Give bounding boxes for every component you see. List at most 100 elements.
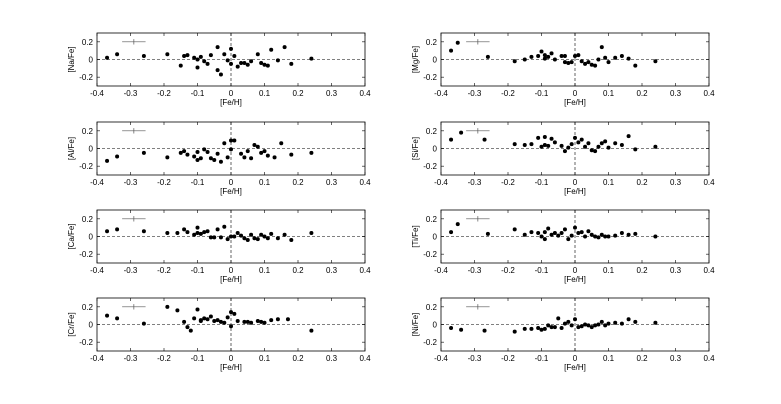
y-tick-label: 0 (433, 145, 438, 154)
data-point (593, 63, 598, 68)
data-point (242, 155, 247, 160)
data-point (606, 60, 611, 65)
data-point (549, 136, 554, 141)
data-point (212, 318, 217, 323)
data-point (542, 230, 547, 235)
data-point (546, 54, 551, 59)
data-point (579, 230, 584, 235)
data-point (269, 231, 274, 236)
x-tick-label: 0.3 (670, 178, 682, 187)
data-point (606, 145, 611, 150)
data-point (542, 142, 547, 147)
x-tick-label: 0 (229, 178, 234, 187)
data-point (569, 142, 574, 147)
data-point (589, 325, 594, 330)
data-point (512, 329, 517, 334)
data-point (449, 48, 454, 53)
y-tick-label: -0.2 (423, 73, 437, 82)
x-axis-label: [Fe/H] (220, 98, 242, 107)
y-tick-label: -0.2 (79, 250, 93, 259)
data-point (579, 324, 584, 329)
data-point (205, 317, 210, 322)
x-tick-label: -0.2 (501, 354, 515, 363)
data-point (192, 154, 197, 159)
y-axis-label: [Cr/Fe] (67, 312, 76, 336)
data-point (589, 62, 594, 67)
y-axis-label: [Ni/Fe] (411, 313, 420, 337)
data-point (192, 316, 197, 321)
x-tick-label: 0 (229, 354, 234, 363)
data-point (269, 318, 274, 323)
y-tick-label: 0.2 (426, 127, 438, 136)
data-point (232, 234, 237, 239)
data-point (552, 57, 557, 62)
x-axis-label: [Fe/H] (564, 275, 586, 284)
y-tick-label: 0 (89, 233, 94, 242)
errorbar-marker (122, 216, 146, 222)
x-tick-label: -0.4 (90, 354, 104, 363)
data-point (542, 53, 547, 58)
errorbar-marker (122, 128, 146, 134)
panel-cr-fe: -0.4 -0.3 -0.2 -0.1 0 0.1 0.2 0.3 0.4 -0.2 0 0.2 [Fe… (67, 297, 371, 372)
x-tick-label: 0.1 (259, 178, 271, 187)
data-point (195, 65, 200, 70)
data-point (309, 328, 314, 333)
data-point (222, 141, 227, 146)
data-point (215, 227, 220, 232)
data-point (175, 308, 180, 313)
data-point (235, 318, 240, 323)
data-point (215, 151, 220, 156)
x-tick-label: 0.2 (636, 266, 648, 275)
data-point (115, 52, 120, 57)
data-point (245, 238, 250, 243)
data-point (259, 150, 264, 155)
data-point (229, 61, 233, 66)
data-point (275, 58, 280, 63)
data-point (185, 53, 190, 58)
y-tick-label: 0.2 (82, 38, 94, 47)
data-point (285, 317, 290, 322)
x-tick-label: -0.3 (124, 178, 138, 187)
data-point (115, 227, 120, 232)
data-point (249, 59, 254, 64)
x-tick-label: -0.4 (90, 178, 104, 187)
data-point (192, 55, 197, 60)
data-point (562, 53, 567, 58)
data-point (309, 230, 314, 235)
data-point (583, 144, 588, 149)
x-tick-label: -0.1 (191, 354, 205, 363)
x-tick-label: 0.3 (670, 89, 682, 98)
data-point (259, 61, 264, 66)
data-point (579, 137, 584, 142)
data-point (202, 147, 207, 152)
data-point (546, 143, 551, 148)
data-point (282, 232, 287, 237)
data-point (566, 61, 571, 66)
data-point (536, 326, 541, 331)
x-tick-label: -0.2 (157, 89, 171, 98)
x-tick-label: -0.4 (434, 266, 448, 275)
x-tick-label: 0.1 (259, 266, 271, 275)
data-point (583, 61, 588, 66)
x-tick-label: 0.2 (292, 89, 304, 98)
data-point (232, 138, 237, 143)
data-point (562, 321, 567, 326)
data-point (249, 156, 254, 161)
x-tick-label: -0.2 (501, 89, 515, 98)
data-point (583, 234, 588, 239)
data-point (279, 141, 284, 146)
y-tick-label: -0.2 (79, 338, 93, 347)
data-point (485, 231, 490, 236)
x-tick-label: 0.3 (670, 266, 682, 275)
data-point (208, 53, 213, 58)
data-point (265, 153, 270, 158)
data-point (198, 54, 203, 59)
data-point (613, 55, 618, 60)
data-point (566, 145, 571, 150)
data-point (245, 319, 250, 324)
data-point (573, 53, 577, 58)
y-tick-label: 0.2 (82, 215, 94, 224)
data-point (536, 230, 541, 235)
data-point (182, 149, 187, 154)
data-point (626, 134, 631, 139)
